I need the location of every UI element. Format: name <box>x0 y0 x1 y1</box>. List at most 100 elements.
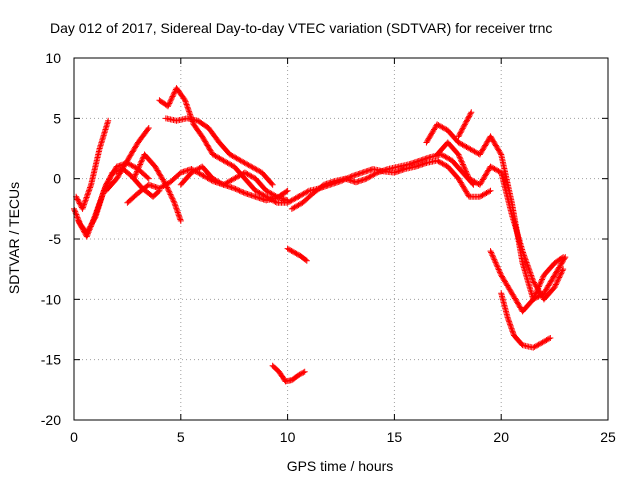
data-point <box>168 192 175 199</box>
data-point <box>560 266 567 273</box>
data-point <box>464 172 471 179</box>
data-point <box>96 200 103 207</box>
data-point <box>162 180 169 187</box>
data-point <box>95 201 102 208</box>
data-point <box>303 257 310 264</box>
data-point <box>89 219 96 226</box>
series-arc-13 <box>295 157 494 200</box>
data-point <box>237 188 244 195</box>
data-point <box>92 211 99 218</box>
data-point <box>144 126 151 133</box>
data-point <box>73 212 80 219</box>
data-point <box>492 259 499 266</box>
y-tick-label: -15 <box>41 352 61 368</box>
data-point <box>90 216 97 223</box>
data-point <box>78 223 85 230</box>
data-point <box>490 255 497 262</box>
x-axis-label: GPS time / hours <box>287 458 394 474</box>
data-point <box>535 284 542 291</box>
data-point <box>464 171 471 178</box>
data-point <box>91 213 98 220</box>
y-tick-label: -20 <box>41 412 61 428</box>
data-point <box>467 110 474 117</box>
data-point <box>96 198 103 205</box>
data-point <box>232 185 239 192</box>
data-point <box>525 265 532 272</box>
data-point <box>524 262 531 269</box>
data-point <box>528 272 535 279</box>
data-point <box>529 276 536 283</box>
data-point <box>85 188 92 195</box>
data-point <box>166 99 173 106</box>
data-point <box>523 258 530 265</box>
data-point <box>460 124 467 131</box>
data-point <box>465 114 472 121</box>
series-arc-2 <box>73 117 112 212</box>
data-point <box>463 118 470 125</box>
data-point <box>79 205 86 212</box>
data-point <box>185 105 192 112</box>
data-point <box>488 249 495 256</box>
data-point <box>166 188 173 195</box>
data-point <box>87 184 94 191</box>
data-point <box>342 176 349 183</box>
data-point <box>233 186 240 193</box>
data-point <box>460 162 467 169</box>
data-point <box>79 225 86 232</box>
data-point <box>163 183 170 190</box>
data-point <box>533 289 540 296</box>
y-tick-label: -5 <box>49 231 62 247</box>
data-point <box>88 220 95 227</box>
data-point <box>75 219 82 226</box>
data-point <box>300 369 307 376</box>
data-point <box>72 208 79 215</box>
data-point <box>536 282 543 289</box>
data-point <box>94 206 101 213</box>
data-point <box>558 254 565 261</box>
data-point <box>138 158 145 165</box>
data-point <box>81 201 88 208</box>
data-point <box>84 193 91 200</box>
data-point <box>522 255 529 262</box>
data-point <box>283 188 290 195</box>
data-point <box>488 250 495 257</box>
data-point <box>494 263 501 270</box>
data-point <box>556 274 563 281</box>
data-point <box>99 191 106 198</box>
data-point <box>287 247 294 254</box>
data-point <box>133 169 140 176</box>
data-point <box>132 171 139 178</box>
data-point <box>289 248 296 255</box>
series-arc-6 <box>130 151 184 224</box>
data-point <box>170 197 177 204</box>
data-point <box>528 273 535 280</box>
data-point <box>164 184 171 191</box>
data-point <box>82 197 89 204</box>
y-tick-label: -10 <box>41 291 61 307</box>
data-point <box>169 93 176 100</box>
data-point <box>340 176 347 183</box>
data-point <box>493 260 500 267</box>
data-point <box>268 180 275 187</box>
data-point <box>162 181 169 188</box>
data-point <box>75 199 82 206</box>
data-point <box>164 103 171 110</box>
data-point <box>93 208 100 215</box>
data-point <box>535 283 542 290</box>
data-point <box>164 185 171 192</box>
data-point <box>169 195 176 202</box>
data-point <box>137 161 144 168</box>
data-point <box>493 262 500 269</box>
data-point <box>88 222 95 229</box>
data-point <box>95 203 102 210</box>
y-tick-label: 10 <box>45 50 61 66</box>
data-point <box>554 278 561 285</box>
data-point <box>183 101 190 108</box>
data-point <box>459 160 466 167</box>
data-point <box>552 281 559 288</box>
data-point <box>463 168 470 175</box>
data-point <box>186 108 193 115</box>
data-point <box>74 196 81 203</box>
data-point <box>495 265 502 272</box>
